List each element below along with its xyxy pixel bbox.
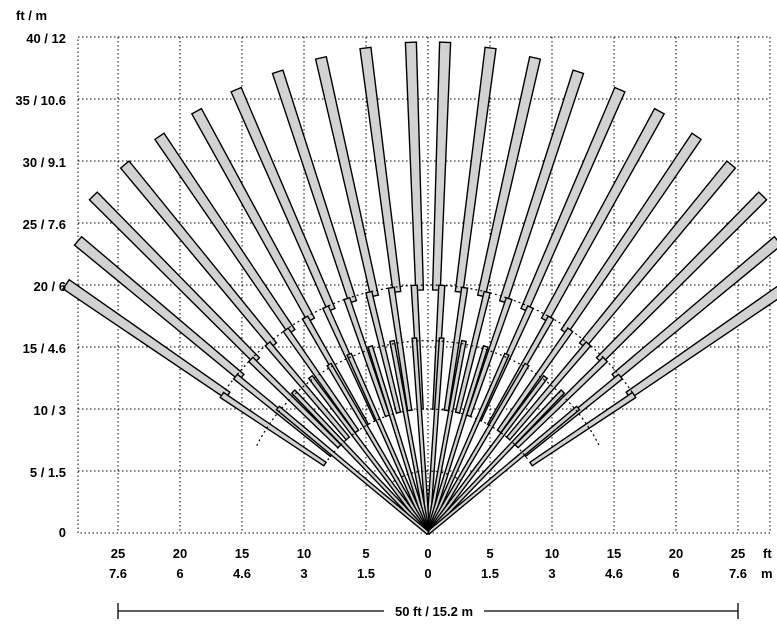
width-dimension: 50 ft / 15.2 m	[117, 603, 739, 619]
x-unit-m-label: m	[761, 566, 773, 581]
x-tick-m: 4.6	[605, 566, 623, 581]
x-tick-m: 1.5	[357, 566, 375, 581]
mid-beam	[247, 356, 342, 449]
long-beam	[119, 160, 278, 349]
long-beam	[230, 86, 336, 313]
long-beam	[190, 107, 316, 323]
x-tick-m: 6	[672, 566, 679, 581]
x-tick-ft: 10	[297, 546, 311, 561]
mid-beam	[505, 340, 592, 441]
x-tick-m: 6	[176, 566, 183, 581]
long-beam	[62, 278, 231, 400]
x-tick-ft: 20	[669, 546, 683, 561]
y-tick-label: 35 / 10.6	[15, 93, 66, 108]
zone-arc	[392, 470, 464, 483]
y-tick-label: 0	[59, 525, 66, 540]
long-beam	[73, 235, 245, 382]
y-axis-ticks: 0 5 / 1.5 10 / 3 15 / 4.6 20 / 6 25 / 7.…	[15, 31, 66, 540]
long-beam	[404, 41, 425, 291]
x-tick-m: 0	[424, 566, 431, 581]
zone-arcs	[221, 284, 635, 483]
x-tick-m: 7.6	[729, 566, 747, 581]
x-tick-ft: 0	[424, 546, 431, 561]
short-beam	[275, 405, 430, 536]
x-tick-m: 1.5	[481, 566, 499, 581]
y-tick-label: 15 / 4.6	[23, 341, 66, 356]
long-beam	[431, 41, 452, 291]
x-tick-m: 7.6	[109, 566, 127, 581]
mid-beam	[219, 391, 328, 467]
x-tick-ft: 20	[173, 546, 187, 561]
x-tick-m: 3	[548, 566, 555, 581]
long-beam	[314, 55, 380, 298]
y-unit-label: ft / m	[16, 8, 47, 23]
y-tick-label: 25 / 7.6	[23, 217, 66, 232]
y-tick-label: 40 / 12	[26, 31, 66, 46]
y-tick-label: 20 / 6	[33, 279, 66, 294]
x-tick-ft: 25	[111, 546, 125, 561]
long-beam	[271, 69, 358, 304]
x-unit-ft-label: ft	[763, 546, 772, 561]
x-tick-ft: 15	[235, 546, 249, 561]
mid-beam	[465, 296, 513, 418]
beam-pattern	[62, 41, 777, 536]
x-tick-ft: 5	[486, 546, 493, 561]
dimension-label: 50 ft / 15.2 m	[395, 604, 473, 619]
x-tick-ft: 25	[731, 546, 745, 561]
x-tick-ft: 15	[607, 546, 621, 561]
x-tick-m: 3	[300, 566, 307, 581]
x-tick-m: 4.6	[233, 566, 251, 581]
long-beam	[153, 132, 296, 335]
long-beam	[625, 285, 777, 400]
x-axis-ticks: 25 20 15 10 5 0 5 10 15 20 25 7.6 6 4.6 …	[109, 546, 773, 581]
long-beam	[359, 46, 402, 294]
zone-arc	[327, 408, 529, 461]
mid-beam	[387, 286, 413, 412]
y-tick-label: 5 / 1.5	[30, 465, 66, 480]
long-beam	[88, 191, 261, 365]
x-tick-ft: 5	[362, 546, 369, 561]
y-tick-label: 30 / 9.1	[23, 155, 66, 170]
mid-beam	[528, 391, 637, 467]
x-tick-ft: 10	[545, 546, 559, 561]
y-tick-label: 10 / 3	[33, 403, 66, 418]
zone-arc	[256, 340, 600, 446]
